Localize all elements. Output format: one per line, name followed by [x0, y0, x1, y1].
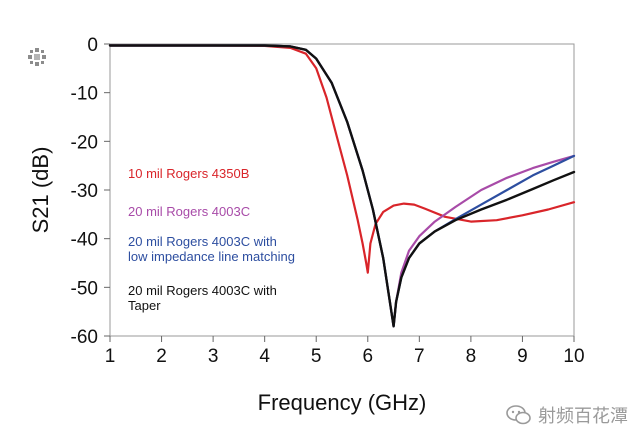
legend-entry-4-line-2: Taper [128, 298, 161, 313]
x-tick-label: 5 [311, 346, 322, 367]
x-tick-label: 7 [414, 346, 425, 367]
series-layer [108, 44, 576, 328]
x-tick-label: 4 [259, 346, 270, 367]
wechat-icon [506, 405, 531, 425]
series-line-1 [108, 44, 576, 274]
x-tick-label: 8 [466, 346, 477, 367]
x-tick-label: 2 [156, 346, 167, 367]
legend: 10 mil Rogers 4350B 20 mil Rogers 4003C 20… [128, 166, 295, 313]
y-axis-ticks: 0 -10 -20 -30 -40 -50 -60 [71, 35, 110, 348]
series-line-4 [108, 44, 576, 328]
y-tick-label: -30 [71, 181, 98, 202]
x-tick-label: 9 [517, 346, 528, 367]
legend-entry-2-line-1: 20 mil Rogers 4003C [128, 204, 250, 219]
y-axis-title: S21 (dB) [28, 147, 53, 234]
x-tick-label: 3 [208, 346, 219, 367]
legend-entry-4-line-1: 20 mil Rogers 4003C with [128, 283, 277, 298]
y-tick-label: -20 [71, 132, 98, 153]
watermark: 射频百花潭 [506, 402, 628, 428]
watermark-text: 射频百花潭 [538, 406, 628, 427]
legend-entry-3-line-1: 20 mil Rogers 4003C with [128, 234, 277, 249]
y-tick-label: 0 [87, 35, 98, 56]
y-tick-label: -10 [71, 84, 98, 105]
y-tick-label: -60 [71, 327, 98, 348]
y-tick-label: -50 [71, 278, 98, 299]
x-tick-label: 10 [563, 346, 584, 367]
plot-area [109, 43, 575, 337]
sparkle-icon [28, 48, 46, 66]
y-tick-label: -40 [71, 230, 98, 251]
x-axis-ticks: 1 2 3 4 5 6 7 8 9 10 [105, 336, 585, 367]
x-tick-label: 6 [362, 346, 373, 367]
legend-entry-3-line-2: low impedance line matching [128, 249, 295, 264]
x-axis-title: Frequency (GHz) [258, 390, 427, 415]
legend-entry-1-line-1: 10 mil Rogers 4350B [128, 166, 249, 181]
x-tick-label: 1 [105, 346, 116, 367]
